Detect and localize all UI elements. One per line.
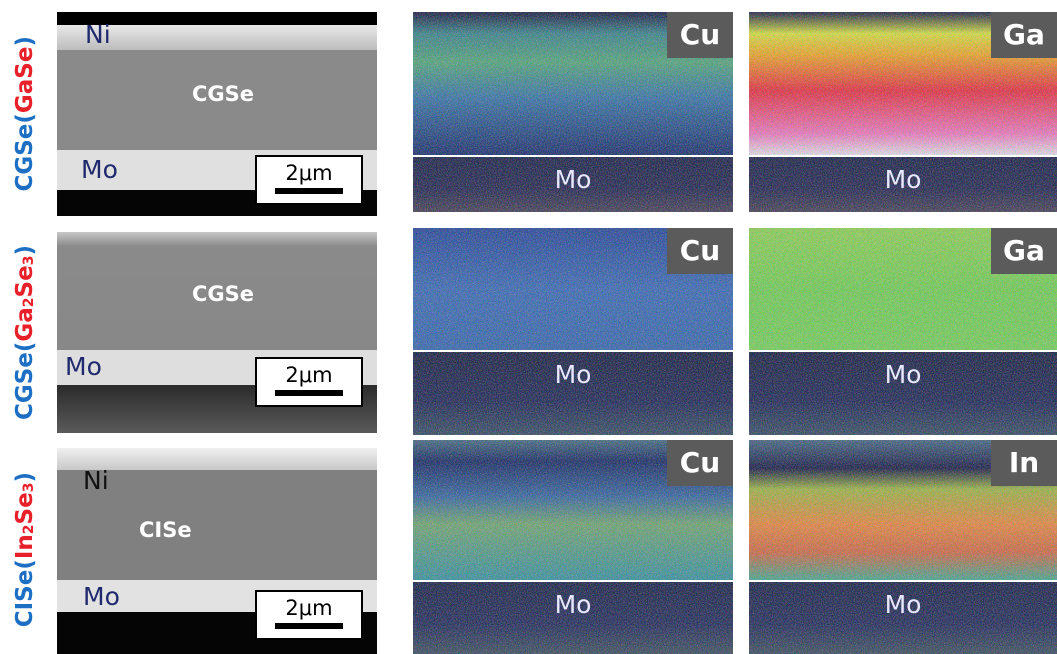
row-label-text: CGSe(GaSe)	[12, 36, 38, 192]
sem-layer	[57, 12, 377, 25]
element-label: Ga	[991, 12, 1057, 58]
layer-label: CGSe	[192, 82, 255, 106]
eds-map: Cu Mo	[413, 440, 733, 654]
divider	[749, 350, 1057, 352]
sem-layer	[57, 25, 377, 50]
row-label-part: 2	[21, 524, 37, 535]
eds-map: Ga Mo	[749, 12, 1057, 212]
substrate-label: Mo	[554, 590, 592, 619]
row-label-text: CISe(In2Se3)	[12, 472, 38, 627]
layer-label: Mo	[83, 582, 120, 611]
scale-line	[275, 390, 343, 396]
element-label: In	[991, 440, 1057, 486]
scale-label: 2μm	[285, 596, 333, 620]
sem-layer	[57, 232, 377, 350]
row-label-part: 2	[21, 297, 37, 308]
divider	[749, 155, 1057, 157]
row-label-part: Se	[12, 265, 38, 298]
row-label-text: CGSe(Ga2Se3)	[12, 245, 38, 420]
layer-label: Mo	[81, 155, 118, 184]
divider	[749, 580, 1057, 582]
substrate-label: Mo	[884, 165, 922, 194]
substrate-label: Mo	[884, 360, 922, 389]
substrate-label: Mo	[554, 165, 592, 194]
scale-line	[275, 623, 343, 629]
scale-bar: 2μm	[255, 357, 363, 407]
scale-bar: 2μm	[255, 590, 363, 640]
scale-line	[275, 188, 343, 194]
scale-bar: 2μm	[255, 155, 363, 205]
eds-map: Cu Mo	[413, 12, 733, 212]
row-label: CGSe(GaSe)	[2, 12, 48, 216]
substrate-label: Mo	[554, 360, 592, 389]
scale-label: 2μm	[285, 363, 333, 387]
element-label: Cu	[667, 228, 733, 274]
element-label: Cu	[667, 12, 733, 58]
element-label: Cu	[667, 440, 733, 486]
row-label-part: 3	[21, 255, 37, 266]
sem-image: CGSe Mo 2μm	[57, 232, 377, 433]
eds-map: In Mo	[749, 440, 1057, 654]
sem-layer	[57, 470, 377, 580]
eds-map: Cu Mo	[413, 228, 733, 435]
sem-layer	[57, 50, 377, 150]
row-label-part: )	[12, 244, 38, 256]
row-label: CGSe(Ga2Se3)	[2, 230, 48, 435]
layer-label: Mo	[65, 352, 102, 381]
sem-layer	[57, 448, 377, 470]
sem-image: Ni CISe Mo 2μm	[57, 448, 377, 654]
divider	[413, 580, 733, 582]
scale-label: 2μm	[285, 161, 333, 185]
row-label-part: 3	[21, 482, 37, 493]
divider	[413, 350, 733, 352]
row-label-part: In	[12, 534, 38, 559]
layer-label: Ni	[85, 20, 111, 49]
eds-map: Ga Mo	[749, 228, 1057, 435]
row-label-part: CISe(	[12, 559, 38, 628]
row-label-part: Se	[12, 492, 38, 525]
row-label: CISe(In2Se3)	[2, 445, 48, 654]
row-label-part: Ga	[12, 307, 38, 342]
layer-label: Ni	[83, 466, 109, 495]
row-label-part: )	[12, 471, 38, 483]
row-label-part: GaSe	[12, 46, 38, 114]
divider	[413, 155, 733, 157]
layer-label: CGSe	[192, 282, 255, 306]
row-label-part: )	[12, 36, 38, 47]
row-label-part: CGSe(	[12, 113, 38, 192]
sem-image: Ni CGSe Mo 2μm	[57, 12, 377, 216]
element-label: Ga	[991, 228, 1057, 274]
layer-label: CISe	[139, 518, 192, 542]
substrate-label: Mo	[884, 590, 922, 619]
row-label-part: CGSe(	[12, 341, 38, 421]
